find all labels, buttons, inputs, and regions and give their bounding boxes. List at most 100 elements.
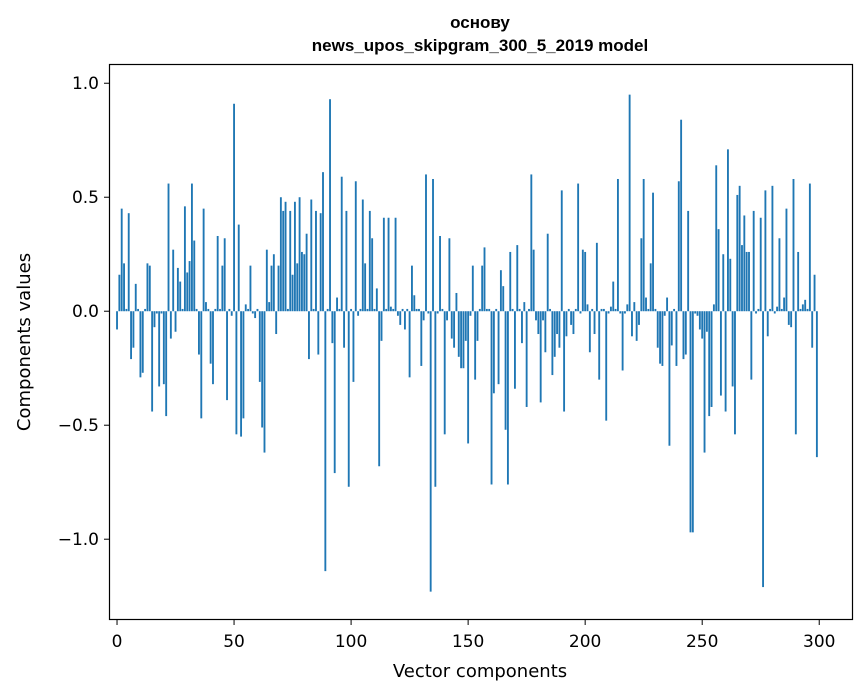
bar — [169, 311, 172, 339]
bar — [691, 311, 694, 533]
bar — [394, 217, 397, 312]
bar — [368, 210, 371, 312]
bar — [766, 311, 769, 337]
bar — [455, 292, 458, 312]
bar — [785, 208, 788, 312]
bar — [162, 311, 165, 385]
bar — [270, 265, 273, 312]
bar — [551, 311, 554, 376]
bar — [235, 311, 238, 435]
bar — [792, 178, 795, 312]
bar — [148, 265, 151, 312]
bar — [237, 224, 240, 312]
bar — [408, 311, 411, 378]
bar — [614, 308, 617, 312]
bar — [577, 183, 580, 312]
bar — [364, 263, 367, 312]
bar — [366, 308, 369, 312]
bar — [212, 311, 214, 385]
bar — [811, 311, 814, 348]
bar — [469, 311, 472, 316]
bar — [516, 245, 519, 312]
bar — [216, 235, 219, 312]
bar — [251, 311, 254, 314]
bar — [265, 249, 268, 312]
bar — [696, 311, 699, 316]
bar — [441, 308, 444, 312]
bar — [319, 213, 322, 312]
x-axis-label: Vector components — [393, 661, 567, 682]
bar — [675, 311, 678, 366]
bar — [794, 311, 797, 435]
bar — [326, 308, 329, 312]
bar — [474, 311, 477, 380]
bar — [727, 149, 729, 312]
bar — [249, 265, 252, 312]
bar — [261, 311, 264, 428]
bar — [514, 311, 516, 389]
bar — [322, 172, 324, 312]
bar — [324, 311, 327, 572]
bar — [757, 308, 760, 312]
bar — [701, 311, 704, 339]
bar — [670, 311, 673, 346]
bar — [279, 197, 282, 312]
bar — [602, 308, 605, 312]
bar — [528, 308, 530, 312]
bar — [563, 311, 566, 412]
bar — [200, 311, 203, 419]
bar — [139, 311, 142, 378]
bar — [745, 251, 748, 312]
bar — [535, 311, 537, 321]
bar — [492, 311, 495, 394]
bar — [663, 311, 666, 316]
bar — [228, 308, 231, 312]
bar — [741, 245, 743, 312]
bar — [656, 311, 659, 348]
bar — [282, 210, 285, 312]
bar — [752, 210, 755, 312]
bar — [708, 311, 711, 417]
bar — [338, 308, 341, 312]
bar — [160, 311, 163, 314]
bar — [567, 308, 570, 312]
bar — [385, 308, 388, 312]
bar — [399, 311, 402, 325]
bar — [240, 311, 243, 437]
bar — [710, 311, 713, 407]
bar — [595, 242, 598, 312]
bar — [661, 311, 664, 366]
bar — [298, 197, 301, 312]
bar — [574, 308, 577, 312]
bar — [769, 308, 772, 312]
bar — [790, 311, 793, 328]
bar — [289, 210, 292, 312]
bar — [598, 311, 601, 380]
x-tick-label: 200 — [569, 632, 601, 652]
bar — [511, 308, 514, 312]
x-tick-label: 250 — [686, 632, 718, 652]
bar — [729, 258, 732, 312]
bars-group — [116, 94, 818, 592]
bar — [123, 263, 125, 312]
bar — [308, 311, 310, 360]
bar — [457, 311, 460, 357]
bar — [600, 308, 603, 312]
bar — [275, 311, 278, 335]
bar — [581, 249, 584, 312]
bar — [776, 306, 779, 312]
bar — [478, 308, 481, 312]
bar — [413, 295, 416, 312]
bar — [361, 199, 364, 312]
bar — [186, 272, 189, 312]
bar — [631, 311, 633, 337]
bar — [347, 311, 350, 487]
bar — [813, 274, 816, 312]
bar — [588, 311, 591, 353]
bar — [193, 240, 196, 312]
bar — [481, 265, 484, 312]
bar — [476, 311, 479, 341]
bar — [286, 308, 289, 312]
bar — [352, 311, 355, 382]
bar — [787, 311, 790, 325]
